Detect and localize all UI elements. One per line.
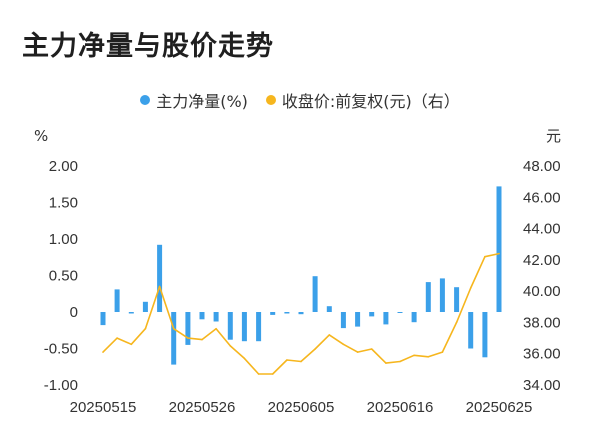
x-axis-ticks: 20250515 20250526 20250605 20250616 20250625 [70, 399, 533, 416]
bar-net-volume[interactable] [185, 312, 191, 345]
point-close-price [413, 354, 415, 357]
point-close-price [158, 285, 161, 288]
point-close-price [144, 327, 147, 330]
bar-net-volume[interactable] [227, 312, 233, 340]
point-close-price [328, 334, 331, 336]
bar-series [100, 186, 502, 365]
bar-net-volume[interactable] [100, 312, 106, 326]
legend-label-net-volume: 主力净量(%) [156, 92, 248, 111]
x-tick-label: 20250605 [268, 399, 335, 416]
point-close-price [130, 343, 133, 346]
right-tick-label: 36.00 [523, 346, 561, 363]
bar-net-volume[interactable] [326, 306, 332, 312]
point-close-price [469, 287, 472, 289]
point-close-price [116, 337, 118, 339]
right-tick-label: 48.00 [523, 158, 561, 175]
point-close-price [498, 252, 500, 255]
bar-net-volume[interactable] [369, 312, 375, 317]
bar-net-volume[interactable] [128, 312, 134, 314]
legend-dot-net-volume [140, 95, 151, 105]
right-tick-label: 38.00 [523, 314, 561, 331]
point-close-price [441, 351, 444, 353]
left-tick-label: -1.00 [44, 377, 78, 394]
legend-label-close-price: 收盘价:前复权(元)（右） [281, 92, 460, 111]
left-axis-ticks: 2.00 1.50 1.00 0.50 0 -0.50 -1.00 [44, 158, 78, 394]
bar-net-volume[interactable] [355, 312, 361, 327]
point-close-price [314, 348, 316, 350]
bar-net-volume[interactable] [439, 278, 445, 312]
point-close-price [300, 360, 302, 363]
x-tick-label: 20250526 [169, 399, 236, 416]
point-close-price [286, 359, 288, 361]
right-tick-label: 40.00 [523, 283, 561, 300]
right-tick-label: 44.00 [523, 221, 561, 238]
bar-net-volume[interactable] [482, 312, 488, 358]
left-tick-label: 0 [70, 304, 78, 321]
point-close-price [356, 351, 359, 353]
point-close-price [385, 362, 387, 364]
right-tick-label: 42.00 [523, 252, 561, 269]
x-tick-label: 20250625 [466, 399, 533, 416]
left-tick-label: -0.50 [44, 341, 78, 358]
bar-net-volume[interactable] [114, 289, 120, 312]
point-close-price [271, 373, 274, 375]
bar-net-volume[interactable] [312, 276, 318, 312]
bar-net-volume[interactable] [298, 312, 304, 315]
bar-net-volume[interactable] [425, 282, 431, 312]
right-tick-label: 34.00 [523, 377, 561, 394]
bar-net-volume[interactable] [454, 287, 460, 312]
point-close-price [243, 357, 246, 360]
point-close-price [370, 348, 373, 350]
bar-net-volume[interactable] [284, 312, 290, 314]
right-tick-label: 46.00 [523, 189, 561, 206]
bar-net-volume[interactable] [213, 312, 219, 322]
right-axis-unit: 元 [546, 127, 561, 145]
chart-title: 主力净量与股价走势 [22, 31, 274, 62]
point-close-price [455, 321, 458, 324]
bar-net-volume[interactable] [256, 312, 262, 342]
bar-net-volume[interactable] [270, 312, 276, 315]
line-series [102, 252, 500, 375]
left-tick-label: 1.50 [49, 195, 78, 212]
point-close-price [257, 373, 260, 375]
x-tick-label: 20250616 [367, 399, 434, 416]
left-tick-label: 2.00 [49, 158, 78, 175]
bar-net-volume[interactable] [468, 312, 474, 349]
bar-net-volume[interactable] [340, 312, 346, 329]
legend-item-net-volume[interactable]: 主力净量(%) [140, 88, 248, 112]
x-tick-label: 20250515 [70, 399, 137, 416]
point-close-price [229, 345, 232, 347]
right-axis-ticks: 48.00 46.00 44.00 42.00 40.00 38.00 36.00 34.00 [523, 158, 561, 394]
bar-net-volume[interactable] [157, 244, 163, 312]
left-tick-label: 1.00 [49, 231, 78, 248]
point-close-price [215, 327, 217, 330]
chart-legend: 主力净量(%) 收盘价:前复权(元)（右） [0, 89, 600, 111]
bar-net-volume[interactable] [199, 312, 205, 320]
point-close-price [201, 338, 203, 341]
point-close-price [484, 255, 486, 258]
point-close-price [399, 360, 401, 363]
bar-net-volume[interactable] [241, 312, 247, 342]
point-close-price [427, 356, 430, 358]
bar-net-volume[interactable] [383, 312, 389, 325]
bar-net-volume[interactable] [171, 312, 177, 365]
left-tick-label: 0.50 [49, 268, 78, 285]
bar-net-volume[interactable] [496, 186, 502, 312]
point-close-price [102, 351, 104, 353]
bar-net-volume[interactable] [411, 312, 417, 323]
point-close-price [342, 343, 345, 346]
legend-dot-close-price [265, 95, 276, 105]
left-axis-unit: % [34, 127, 48, 145]
legend-item-close-price[interactable]: 收盘价:前复权(元)（右） [265, 88, 460, 112]
bar-net-volume[interactable] [397, 312, 403, 313]
point-close-price [172, 327, 175, 330]
bar-net-volume[interactable] [142, 301, 148, 312]
point-close-price [187, 337, 189, 339]
